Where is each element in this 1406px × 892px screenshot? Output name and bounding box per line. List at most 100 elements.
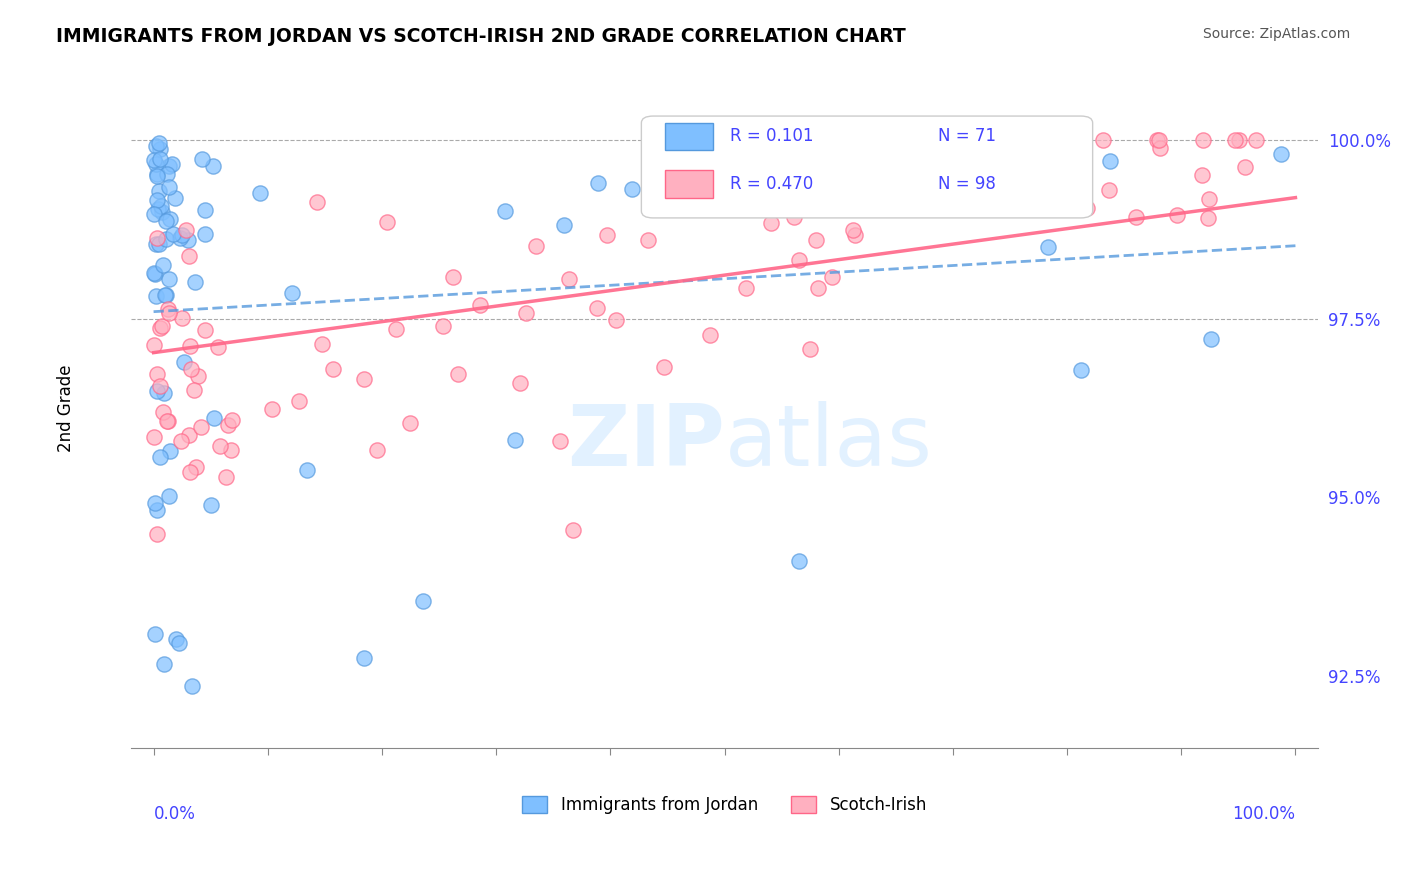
Point	[432, 319, 454, 334]
Point	[148, 184, 170, 198]
Point	[148, 321, 170, 335]
Point	[181, 679, 204, 693]
Point	[194, 323, 217, 337]
Point	[287, 393, 309, 408]
Point	[157, 272, 180, 286]
Point	[1198, 192, 1220, 206]
Point	[586, 301, 609, 315]
Point	[160, 157, 183, 171]
Point	[174, 223, 197, 237]
Point	[804, 233, 827, 247]
Point	[322, 362, 344, 376]
Point	[810, 146, 832, 161]
Point	[217, 417, 239, 432]
Point	[190, 419, 212, 434]
Point	[170, 227, 193, 242]
Point	[170, 434, 193, 448]
Point	[146, 231, 169, 245]
Point	[159, 211, 181, 226]
Point	[148, 136, 170, 151]
Point	[441, 270, 464, 285]
Point	[150, 319, 173, 334]
Point	[194, 202, 217, 217]
Point	[149, 378, 172, 392]
Text: IMMIGRANTS FROM JORDAN VS SCOTCH-IRISH 2ND GRADE CORRELATION CHART: IMMIGRANTS FROM JORDAN VS SCOTCH-IRISH 2…	[56, 27, 905, 45]
Point	[959, 181, 981, 195]
Point	[280, 285, 302, 300]
Point	[142, 338, 165, 352]
Y-axis label: 2nd Grade: 2nd Grade	[58, 364, 75, 452]
Point	[295, 463, 318, 477]
Point	[1146, 133, 1168, 147]
Point	[398, 416, 420, 430]
Point	[172, 311, 194, 326]
Point	[1244, 133, 1267, 147]
Point	[1097, 183, 1119, 197]
Point	[1125, 211, 1147, 225]
Point	[148, 237, 170, 252]
Point	[790, 138, 813, 153]
Point	[1191, 168, 1213, 182]
Point	[142, 266, 165, 280]
Point	[155, 214, 177, 228]
Point	[468, 297, 491, 311]
Point	[152, 405, 174, 419]
Point	[375, 215, 398, 229]
Point	[165, 632, 187, 647]
Point	[734, 140, 756, 154]
Point	[143, 627, 166, 641]
Point	[505, 434, 527, 448]
Point	[353, 372, 375, 386]
Point	[1056, 174, 1078, 188]
Point	[782, 210, 804, 224]
Point	[200, 499, 222, 513]
Point	[207, 340, 229, 354]
Point	[654, 360, 676, 375]
Point	[384, 322, 406, 336]
Point	[156, 167, 179, 181]
Point	[1000, 136, 1022, 151]
Point	[621, 182, 644, 196]
Point	[1149, 133, 1171, 147]
Point	[221, 443, 243, 458]
Point	[163, 191, 186, 205]
Point	[1197, 211, 1219, 226]
Point	[845, 186, 868, 201]
Point	[179, 339, 201, 353]
Point	[596, 228, 619, 243]
Point	[1229, 133, 1251, 147]
Legend: Immigrants from Jordan, Scotch-Irish: Immigrants from Jordan, Scotch-Irish	[516, 789, 934, 821]
Point	[152, 258, 174, 272]
Point	[260, 401, 283, 416]
Point	[412, 593, 434, 607]
Point	[155, 288, 177, 302]
Point	[221, 412, 243, 426]
Point	[311, 337, 333, 351]
Point	[177, 233, 200, 247]
Point	[157, 180, 180, 194]
Point	[1234, 160, 1257, 174]
Point	[557, 272, 579, 286]
Point	[550, 434, 572, 448]
Point	[962, 159, 984, 173]
Point	[156, 414, 179, 428]
Point	[821, 269, 844, 284]
Point	[844, 227, 866, 242]
Point	[209, 439, 232, 453]
Point	[841, 223, 863, 237]
Point	[807, 280, 830, 294]
Point	[1076, 201, 1098, 215]
Text: Source: ZipAtlas.com: Source: ZipAtlas.com	[1202, 27, 1350, 41]
Point	[494, 204, 516, 219]
Point	[183, 383, 205, 397]
Text: 0.0%: 0.0%	[153, 805, 195, 822]
Point	[145, 138, 167, 153]
Point	[799, 342, 821, 356]
Point	[187, 368, 209, 383]
Text: N = 98: N = 98	[938, 175, 995, 193]
Point	[143, 207, 166, 221]
Point	[353, 651, 375, 665]
Point	[202, 160, 225, 174]
Point	[150, 199, 173, 213]
Point	[562, 523, 585, 537]
